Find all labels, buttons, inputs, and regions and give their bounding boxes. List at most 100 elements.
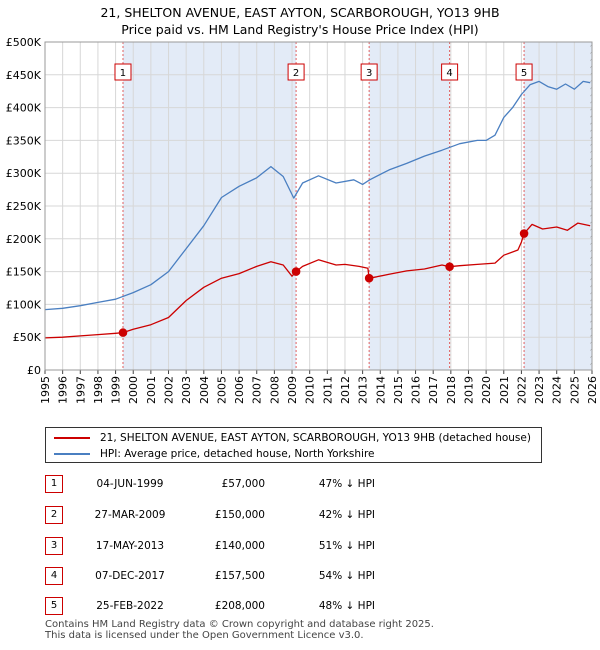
x-tick-label: 2010 <box>304 376 317 404</box>
chart-subtitle: Price paid vs. HM Land Registry's House … <box>121 22 479 37</box>
sale-point <box>519 229 529 238</box>
legend-label-property: 21, SHELTON AVENUE, EAST AYTON, SCARBORO… <box>100 432 531 444</box>
chart-title-block: 21, SHELTON AVENUE, EAST AYTON, SCARBORO… <box>0 4 600 38</box>
x-tick-label: 2026 <box>586 376 599 404</box>
footer-attribution: Contains HM Land Registry data © Crown c… <box>45 619 434 641</box>
y-tick-label: £500K <box>6 36 42 49</box>
sale-number-text: 1 <box>120 68 126 79</box>
series-line-hpi <box>44 80 591 311</box>
x-tick-label: 2020 <box>480 376 493 404</box>
x-tick-label: 2004 <box>198 376 211 404</box>
legend-swatch-blue <box>54 453 90 455</box>
x-tick-label: 2025 <box>568 376 581 404</box>
x-tick-label: 2017 <box>427 376 440 404</box>
sale-point <box>445 262 454 271</box>
plot-border <box>44 41 593 371</box>
sale-point <box>118 328 128 337</box>
sale-price: £140,000 <box>214 540 265 552</box>
sale-number-box <box>515 63 533 81</box>
y-tick-label: £0 <box>27 364 41 377</box>
sale-hpi-diff: 47% ↓ HPI <box>318 478 375 490</box>
footer-license: This data is licensed under the Open Gov… <box>45 630 364 641</box>
x-tick-label: 2006 <box>233 376 246 404</box>
sale-number-badge: 1 <box>45 475 63 493</box>
sale-row: 4 07-DEC-2017 £157,500 54% ↓ HPI <box>45 565 565 587</box>
footer-copyright: Contains HM Land Registry data © Crown c… <box>45 619 434 630</box>
x-tick-label: 2018 <box>445 376 458 404</box>
price-chart: 1 2 3 4 5 £0 £50K £100K £150K £200K £250K £300K £35… <box>6 36 599 404</box>
x-tick-label: 2019 <box>462 376 475 404</box>
legend-label-hpi: HPI: Average price, detached house, Nort… <box>100 448 375 460</box>
x-tick-label: 2001 <box>145 376 158 404</box>
x-tick-label: 2014 <box>374 376 387 404</box>
sale-number-text: 5 <box>521 68 527 79</box>
legend-item-property: 21, SHELTON AVENUE, EAST AYTON, SCARBORO… <box>54 430 531 446</box>
sale-price: £57,000 <box>221 478 265 490</box>
sale-point <box>291 267 301 276</box>
sale-price: £150,000 <box>214 509 265 521</box>
sale-number-text: 3 <box>366 68 372 79</box>
x-tick-label: 2011 <box>321 376 334 404</box>
x-tick-label: 2021 <box>498 376 511 404</box>
sale-date: 17-MAY-2013 <box>95 540 165 552</box>
sale-number-badge: 3 <box>45 537 63 555</box>
y-tick-label: £450K <box>6 69 42 82</box>
x-tick-label: 2013 <box>357 376 370 404</box>
sale-row: 5 25-FEB-2022 £208,000 48% ↓ HPI <box>45 595 565 617</box>
sale-hpi-diff: 42% ↓ HPI <box>318 509 375 521</box>
sale-number-box <box>360 63 378 81</box>
sale-number-box <box>114 63 132 81</box>
x-tick-label: 2008 <box>268 376 281 404</box>
x-tick-label: 2022 <box>515 376 528 404</box>
sale-hpi-diff: 54% ↓ HPI <box>318 570 375 582</box>
y-tick-label: £350K <box>6 134 42 147</box>
x-tick-label: 2005 <box>215 376 228 404</box>
y-tick-label: £250K <box>6 200 42 213</box>
x-tick-label: 2023 <box>533 376 546 404</box>
sale-number-badge: 5 <box>45 597 63 615</box>
x-tick-label: 1998 <box>92 376 105 404</box>
sale-number-badge: 4 <box>45 567 63 585</box>
x-tick-label: 1999 <box>110 376 123 404</box>
y-tick-label: £300K <box>6 167 42 180</box>
x-tick-label: 1996 <box>57 376 70 404</box>
sale-date: 27-MAR-2009 <box>94 509 166 521</box>
sale-date: 07-DEC-2017 <box>95 570 165 582</box>
legend-item-hpi: HPI: Average price, detached house, Nort… <box>54 446 375 462</box>
x-tick-label: 2016 <box>410 376 423 404</box>
x-tick-label: 1995 <box>39 376 52 404</box>
x-tick-label: 1997 <box>74 376 87 404</box>
sale-number-text: 4 <box>446 68 452 79</box>
chart-legend: 21, SHELTON AVENUE, EAST AYTON, SCARBORO… <box>45 427 542 463</box>
y-tick-label: £50K <box>13 331 42 344</box>
x-tick-label: 2007 <box>251 376 264 404</box>
sale-row: 1 04-JUN-1999 £57,000 47% ↓ HPI <box>45 473 565 495</box>
sale-number-box <box>441 63 459 81</box>
sale-number-badge: 2 <box>45 506 63 524</box>
sale-date: 04-JUN-1999 <box>96 478 164 490</box>
y-tick-label: £400K <box>6 102 42 115</box>
x-tick-label: 2000 <box>127 376 140 404</box>
sale-point <box>364 273 374 283</box>
x-tick-label: 2003 <box>180 376 193 404</box>
x-tick-label: 2002 <box>163 376 176 404</box>
x-tick-label: 2024 <box>551 376 564 404</box>
sale-number-box <box>287 63 305 81</box>
y-tick-label: £100K <box>6 298 42 311</box>
x-tick-label: 2015 <box>392 376 405 404</box>
x-tick-label: 2009 <box>286 376 299 404</box>
sale-price: £157,500 <box>214 570 265 582</box>
sale-number-text: 2 <box>293 68 299 79</box>
sale-row: 2 27-MAR-2009 £150,000 42% ↓ HPI <box>45 504 565 526</box>
y-tick-label: £200K <box>6 233 42 246</box>
legend-swatch-red <box>54 437 90 439</box>
sale-hpi-diff: 48% ↓ HPI <box>318 600 375 612</box>
sale-row: 3 17-MAY-2013 £140,000 51% ↓ HPI <box>45 535 565 557</box>
y-tick-label: £150K <box>6 266 42 279</box>
x-tick-label: 2012 <box>339 376 352 404</box>
sale-hpi-diff: 51% ↓ HPI <box>318 540 375 552</box>
sale-date: 25-FEB-2022 <box>96 600 164 612</box>
sale-price: £208,000 <box>214 600 265 612</box>
series-line-property <box>44 222 591 339</box>
chart-title: 21, SHELTON AVENUE, EAST AYTON, SCARBORO… <box>100 5 500 20</box>
